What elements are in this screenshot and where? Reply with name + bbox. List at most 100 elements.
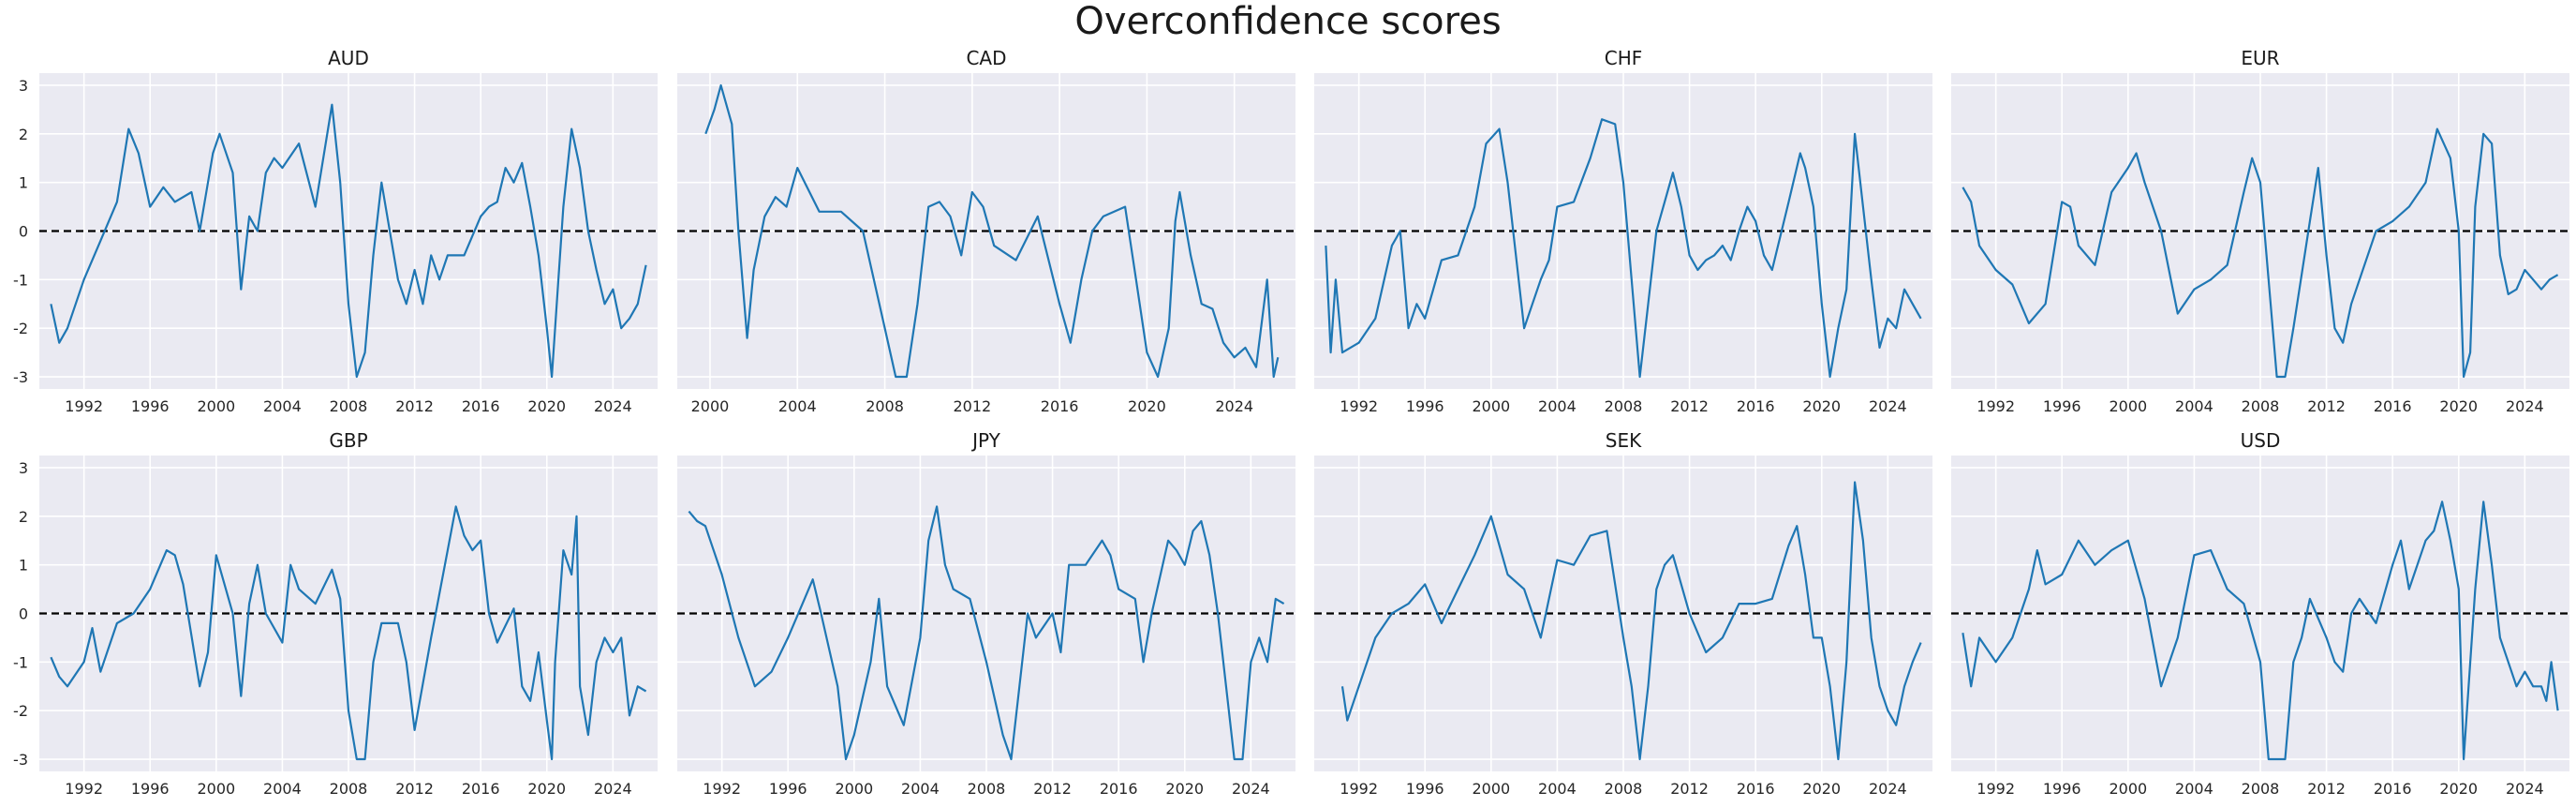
series-line-sek xyxy=(1340,481,1922,761)
x-tick-label: 2020 xyxy=(2439,780,2478,798)
x-tick-label: 2020 xyxy=(1802,780,1841,798)
x-tick-label: 2020 xyxy=(1128,397,1166,415)
y-tick-label: -2 xyxy=(13,702,28,720)
x-tick-label: 2016 xyxy=(462,780,500,798)
series-line-aud xyxy=(50,103,647,379)
x-tick-label: 2016 xyxy=(1100,780,1138,798)
x-tick-label: 2024 xyxy=(2506,397,2544,415)
x-tick-label: 2016 xyxy=(1737,397,1775,415)
panel-title: EUR xyxy=(2241,47,2279,69)
series-line-usd xyxy=(1962,501,2559,761)
y-tick-label: -3 xyxy=(13,751,28,769)
x-tick-label: 2024 xyxy=(1869,397,1907,415)
panel-sek: SEK 1992 1996 2000 2004 2008 2012 2016 2020 2024 xyxy=(1314,429,1932,798)
x-tick-label: 1992 xyxy=(65,397,103,415)
x-tick-label: 1992 xyxy=(1976,397,2015,415)
series-line-jpy xyxy=(688,505,1285,761)
series-line-eur xyxy=(1962,127,2559,379)
x-tick-label: 2004 xyxy=(1538,397,1577,415)
panel-gbp: GBP -3 -2 -1 0 1 2 3 1992 1996 2000 2004 2008 2012 201… xyxy=(13,429,658,798)
x-tick-label: 2008 xyxy=(968,780,1006,798)
x-tick-label: 2008 xyxy=(2242,397,2280,415)
x-tick-label: 2020 xyxy=(527,780,566,798)
x-tick-label: 2000 xyxy=(835,780,873,798)
x-tick-label: 2012 xyxy=(1033,780,1072,798)
y-tick-label: 3 xyxy=(19,459,28,477)
panel-usd: USD 1992 1996 2000 2004 2008 2012 2016 2020 2024 xyxy=(1951,429,2569,798)
x-tick-label: 2020 xyxy=(527,397,566,415)
x-tick-label: 2004 xyxy=(1538,780,1577,798)
x-tick-label: 2024 xyxy=(594,397,632,415)
x-tick-label: 2020 xyxy=(1165,780,1204,798)
y-tick-label: 2 xyxy=(19,508,28,526)
y-tick-label: 1 xyxy=(19,557,28,575)
panel-title: CAD xyxy=(966,47,1006,69)
x-tick-label: 2008 xyxy=(2242,780,2280,798)
y-tick-label: -2 xyxy=(13,320,28,337)
x-tick-label: 2016 xyxy=(1041,397,1079,415)
x-tick-label: 2004 xyxy=(2175,780,2213,798)
x-tick-label: 2000 xyxy=(197,397,235,415)
panel-title: CHF xyxy=(1605,47,1643,69)
x-tick-label: 1996 xyxy=(2043,397,2081,415)
x-tick-label: 2004 xyxy=(263,780,302,798)
y-tick-label: 3 xyxy=(19,77,28,95)
panel-title: USD xyxy=(2241,429,2281,452)
x-tick-label: 2024 xyxy=(1232,780,1270,798)
series-line-cad xyxy=(704,83,1280,379)
y-tick-label: -1 xyxy=(13,271,28,289)
x-tick-label: 2016 xyxy=(1737,780,1775,798)
x-tick-label: 2012 xyxy=(953,397,991,415)
x-tick-label: 2024 xyxy=(1869,780,1907,798)
x-tick-label: 2024 xyxy=(1215,397,1253,415)
panel-title: GBP xyxy=(329,429,367,452)
x-tick-label: 2020 xyxy=(2439,397,2478,415)
y-tick-label: -3 xyxy=(13,368,28,386)
panel-jpy: JPY 1992 1996 2000 2004 2008 2012 2016 2020 2024 xyxy=(677,429,1295,798)
series-line-gbp xyxy=(50,505,647,761)
x-tick-label: 2004 xyxy=(2175,397,2213,415)
x-tick-label: 2008 xyxy=(866,397,904,415)
x-tick-label: 2016 xyxy=(462,397,500,415)
y-tick-label: 2 xyxy=(19,126,28,143)
x-tick-label: 2004 xyxy=(778,397,817,415)
x-tick-label: 2012 xyxy=(1670,780,1709,798)
x-tick-label: 2008 xyxy=(1605,397,1643,415)
x-tick-label: 2012 xyxy=(395,780,434,798)
x-tick-label: 2016 xyxy=(2374,780,2412,798)
x-tick-label: 1992 xyxy=(65,780,103,798)
y-tick-label: 1 xyxy=(19,174,28,192)
x-tick-label: 2008 xyxy=(1605,780,1643,798)
x-tick-label: 1996 xyxy=(131,397,170,415)
x-tick-label: 1996 xyxy=(2043,780,2081,798)
x-tick-label: 2000 xyxy=(1472,780,1510,798)
x-tick-label: 2012 xyxy=(395,397,434,415)
x-tick-label: 2008 xyxy=(330,397,368,415)
y-tick-label: 0 xyxy=(19,605,28,623)
x-tick-label: 2004 xyxy=(901,780,940,798)
x-tick-label: 2012 xyxy=(2307,397,2346,415)
panel-chf: CHF 1992 1996 2000 2004 2008 2012 2016 2020 2024 xyxy=(1314,47,1932,415)
x-tick-label: 1992 xyxy=(703,780,741,798)
x-tick-label: 1996 xyxy=(769,780,807,798)
y-tick-label: -1 xyxy=(13,653,28,671)
x-tick-label: 1996 xyxy=(1406,780,1444,798)
series-line-chf xyxy=(1325,118,1922,379)
x-tick-label: 2016 xyxy=(2374,397,2412,415)
x-tick-label: 2024 xyxy=(2506,780,2544,798)
x-tick-label: 2008 xyxy=(330,780,368,798)
chart-title: Overconfidence scores xyxy=(1074,0,1501,43)
panel-aud: AUD -3 -2 -1 0 1 2 3 1992 1996 2000 2004 2008 2012 201… xyxy=(13,47,658,415)
panel-title: SEK xyxy=(1606,429,1642,452)
panel-cad: CAD 2000 2004 2008 2012 2016 2020 2024 xyxy=(677,47,1295,415)
x-tick-label: 2000 xyxy=(2109,397,2147,415)
x-tick-label: 1992 xyxy=(1340,780,1378,798)
x-tick-label: 2020 xyxy=(1802,397,1841,415)
x-tick-label: 1992 xyxy=(1976,780,2015,798)
panel-title: JPY xyxy=(970,429,1001,452)
x-tick-label: 2004 xyxy=(263,397,302,415)
x-tick-label: 2000 xyxy=(197,780,235,798)
x-tick-label: 2012 xyxy=(1670,397,1709,415)
